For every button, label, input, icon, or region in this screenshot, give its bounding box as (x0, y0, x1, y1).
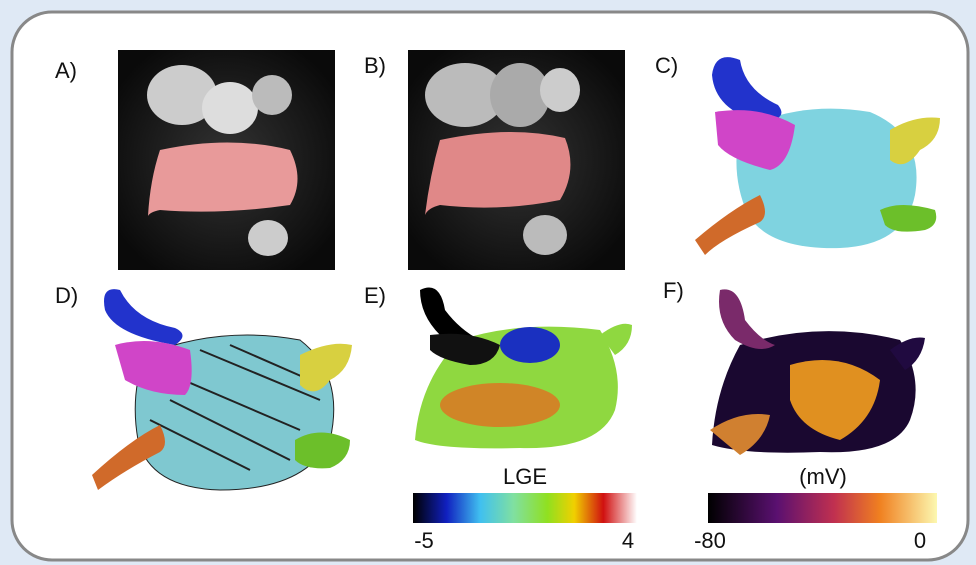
page: A) B) C) D) E) F) LGE -5 4 (mV) -80 0 ((… (0, 0, 976, 565)
colorbar-max: 0 (914, 528, 926, 553)
panel-label: C) (655, 53, 678, 78)
colorbar-min: -5 (414, 528, 434, 553)
colorbar-max: 4 (622, 528, 634, 553)
colorbar-title: LGE (503, 464, 547, 489)
mri-image-b (408, 50, 625, 270)
panel-label: D) (55, 283, 78, 308)
mri-image-a (118, 50, 335, 270)
colorbar (413, 493, 637, 523)
panel-label: F) (663, 278, 684, 303)
panel-label: B) (364, 53, 386, 78)
colorbar-title: (mV) (799, 464, 847, 489)
figure: A) B) C) D) E) F) LGE -5 4 (mV) -80 0 (0, 0, 976, 565)
colorbar-min: -80 (694, 528, 726, 553)
panel-label: A) (55, 58, 77, 83)
colorbar (708, 493, 937, 523)
panel-label: E) (364, 283, 386, 308)
